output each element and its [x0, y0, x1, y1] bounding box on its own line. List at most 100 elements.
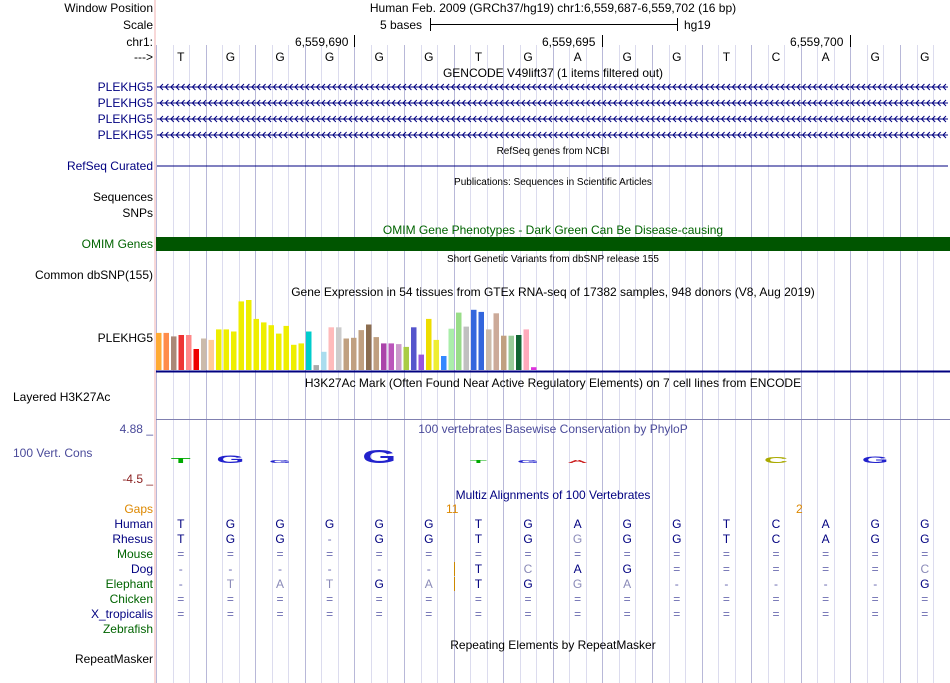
- alignment-base: =: [722, 547, 730, 561]
- phylop-base-glyph: G: [362, 447, 396, 468]
- alignment-base: -: [823, 577, 828, 591]
- alignment-base: =: [375, 607, 383, 621]
- repeatmasker-label[interactable]: RepeatMasker: [74, 652, 153, 666]
- multiz-track-title[interactable]: Multiz Alignments of 100 Vertebrates: [455, 488, 651, 502]
- species-label-chicken[interactable]: Chicken: [109, 592, 153, 606]
- alignment-base: G: [622, 517, 632, 531]
- gtex-tissue-bar: [471, 309, 477, 370]
- omim-track-title[interactable]: OMIM Gene Phenotypes - Dark Green Can Be…: [382, 223, 724, 237]
- h3k27ac-label[interactable]: Layered H3K27Ac: [13, 390, 111, 404]
- refseq-label[interactable]: RefSeq Curated: [66, 159, 153, 173]
- omim-feature-bar[interactable]: [156, 237, 950, 251]
- scale-text: 5 bases: [380, 18, 423, 32]
- alignment-base: T: [177, 517, 185, 531]
- alignment-base: A: [821, 517, 830, 531]
- refseq-track-title[interactable]: RefSeq genes from NCBI: [496, 146, 610, 157]
- scale-db: hg19: [684, 18, 711, 32]
- strand-arrow-label: --->: [134, 50, 153, 64]
- gencode-track-title[interactable]: GENCODE V49lift37 (1 items filtered out): [442, 66, 664, 80]
- gtex-tissue-bar: [328, 327, 334, 370]
- alignment-base: =: [425, 607, 433, 621]
- alignment-base: G: [572, 577, 583, 591]
- gtex-tissue-bar: [381, 343, 387, 370]
- alignment-base: =: [822, 607, 830, 621]
- species-label-zebrafish[interactable]: Zebrafish: [102, 622, 153, 636]
- gtex-tissue-bar: [156, 332, 162, 370]
- species-label-dog[interactable]: Dog: [130, 562, 153, 576]
- phylop-track-title[interactable]: 100 vertebrates Basewise Conservation by…: [418, 422, 688, 436]
- alignment-base: T: [474, 577, 483, 591]
- phylop-base-glyph: C: [764, 456, 788, 465]
- alignment-base: =: [425, 592, 433, 606]
- alignment-base: =: [722, 592, 730, 606]
- scale-bar: [430, 24, 678, 25]
- gtex-tissue-bar: [208, 339, 214, 370]
- alignment-base: C: [771, 517, 781, 531]
- sequence-base: G: [324, 50, 335, 64]
- gtex-tissue-bar: [343, 338, 349, 370]
- species-label-x_tropicalis[interactable]: X_tropicalis: [90, 607, 153, 621]
- phylop-min-label: -4.5 _: [122, 472, 153, 486]
- window-position-label: Window Position: [64, 1, 153, 15]
- publications-track-title[interactable]: Publications: Sequences in Scientific Ar…: [454, 177, 652, 188]
- sequence-base: G: [424, 50, 434, 64]
- omim-label[interactable]: OMIM Genes: [81, 237, 153, 251]
- alignment-base: G: [374, 577, 384, 591]
- gencode-strand-chevrons: [159, 99, 947, 107]
- alignment-base: T: [226, 577, 235, 591]
- dbsnp-label[interactable]: Common dbSNP(155): [34, 268, 153, 282]
- phylop-base-glyph: G: [517, 459, 538, 464]
- phylop-label[interactable]: 100 Vert. Cons: [13, 446, 93, 460]
- gtex-tissue-bar: [313, 365, 319, 370]
- alignment-base: G: [225, 517, 236, 531]
- gencode-strand-chevrons: [159, 83, 947, 91]
- alignment-base: =: [722, 607, 730, 621]
- alignment-base: G: [523, 577, 533, 591]
- alignment-base: =: [524, 547, 532, 561]
- publications-snps-label[interactable]: SNPs: [122, 206, 153, 220]
- alignment-base: =: [474, 592, 482, 606]
- species-label-elephant[interactable]: Elephant: [105, 577, 153, 591]
- gtex-gene-label[interactable]: PLEKHG5: [97, 331, 153, 345]
- gtex-tissue-bar: [441, 356, 447, 370]
- species-label-rhesus[interactable]: Rhesus: [112, 532, 153, 546]
- publications-sequences-label[interactable]: Sequences: [92, 190, 153, 204]
- alignment-base: =: [375, 547, 383, 561]
- species-label-mouse[interactable]: Mouse: [116, 547, 153, 561]
- alignment-base: G: [374, 517, 384, 531]
- gaps-label: Gaps: [124, 502, 153, 516]
- alignment-base: C: [771, 532, 781, 546]
- gtex-tissue-bar: [238, 301, 244, 370]
- dbsnp-track-title[interactable]: Short Genetic Variants from dbSNP releas…: [447, 254, 659, 265]
- gencode-gene-label-1[interactable]: PLEKHG5: [97, 80, 153, 94]
- alignment-base: -: [773, 577, 778, 591]
- sequence-base: G: [870, 50, 880, 64]
- gtex-tissue-bar: [501, 335, 507, 370]
- gtex-tissue-bar: [201, 338, 207, 370]
- scale-label: Scale: [122, 18, 153, 32]
- alignment-base: =: [425, 547, 433, 561]
- gtex-tissue-bar: [291, 344, 297, 370]
- h3k27ac-track-title[interactable]: H3K27Ac Mark (Often Found Near Active Re…: [304, 376, 802, 390]
- species-label-human[interactable]: Human: [114, 517, 153, 531]
- alignment-base: =: [226, 592, 234, 606]
- alignment-base: =: [276, 547, 284, 561]
- gtex-tissue-bar: [246, 300, 252, 370]
- gencode-gene-label-2[interactable]: PLEKHG5: [97, 96, 153, 110]
- alignment-base: =: [772, 592, 780, 606]
- gencode-gene-label-3[interactable]: PLEKHG5: [97, 112, 153, 126]
- gtex-track-title[interactable]: Gene Expression in 54 tissues from GTEx …: [291, 285, 815, 299]
- sequence-base: C: [771, 50, 781, 64]
- gencode-gene-label-4[interactable]: PLEKHG5: [97, 128, 153, 142]
- gtex-tissue-bar: [336, 327, 342, 370]
- gtex-tissue-bar: [276, 333, 282, 370]
- alignment-base: A: [573, 562, 582, 576]
- repeatmasker-track-title[interactable]: Repeating Elements by RepeatMasker: [450, 638, 656, 652]
- gtex-tissue-bar: [448, 328, 454, 370]
- phylop-base-glyph: T: [470, 459, 487, 464]
- gtex-tissue-bar: [516, 335, 522, 370]
- ruler-tick-3: 6,559,700: [790, 35, 844, 49]
- alignment-base: =: [673, 547, 681, 561]
- alignment-base: =: [276, 607, 284, 621]
